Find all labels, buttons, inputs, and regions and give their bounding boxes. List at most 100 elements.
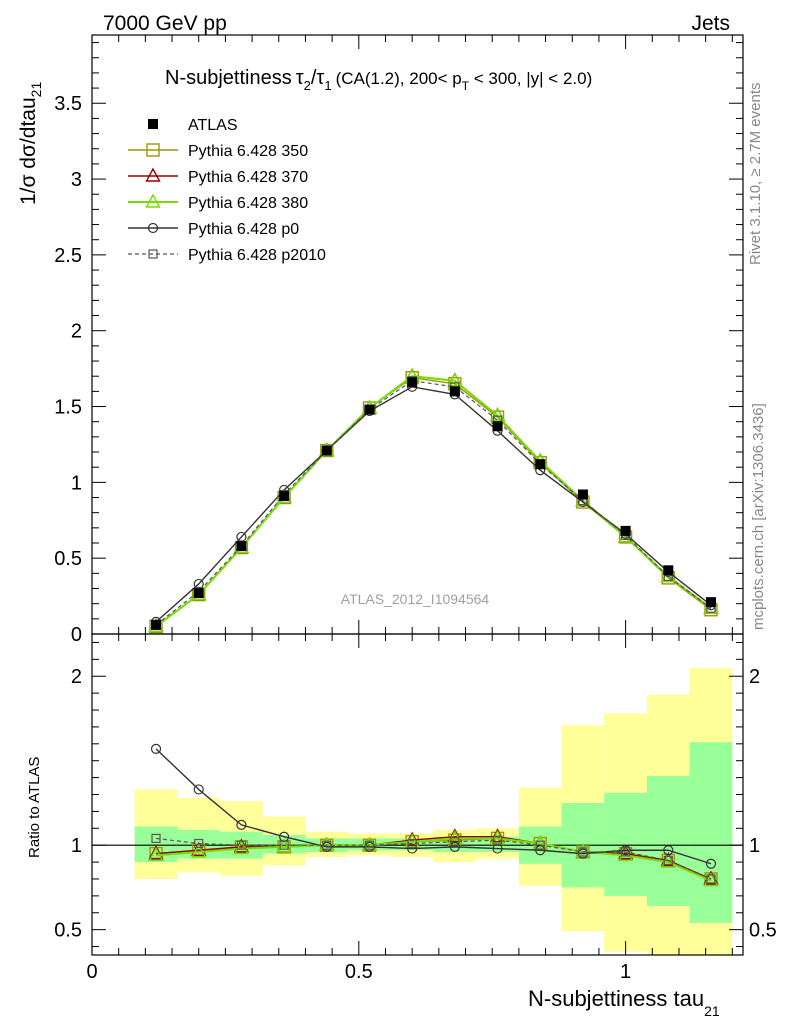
ratio-line-p2010 — [155, 837, 712, 880]
ratio-point-p0 — [236, 819, 247, 831]
legend-marker-p0 — [147, 222, 159, 234]
rivet-label: Rivet 3.1.10, ≥ 2.7M events — [747, 83, 764, 266]
ratio-ytick-label: 2 — [71, 666, 82, 688]
point-atlas — [705, 597, 716, 608]
point-p380 — [703, 599, 719, 614]
ratio-point-p370 — [703, 870, 719, 885]
legend-marker-atlas — [148, 119, 158, 129]
main-ytick-label: 2 — [71, 321, 82, 343]
ratio-point-p2010 — [578, 847, 588, 857]
ratio-point-p2010 — [322, 840, 332, 850]
ratio-line-p0 — [155, 748, 712, 865]
xtick-label: 0.5 — [345, 961, 373, 983]
band-inner-bin — [134, 826, 178, 863]
point-atlas — [535, 459, 546, 470]
ratio-point-p0 — [150, 743, 162, 754]
xtick-label: 0 — [86, 961, 97, 983]
xtick-label: 1 — [620, 961, 631, 983]
ratio-point-p0 — [193, 784, 204, 795]
point-atlas — [449, 386, 460, 397]
ratio-line-p370 — [155, 836, 712, 880]
analysis-watermark: ATLAS_2012_I1094564 — [341, 591, 490, 607]
legend-marker-p370 — [145, 167, 161, 182]
ratio-line-p380 — [155, 837, 712, 882]
ratio-point-p370 — [447, 828, 463, 843]
ratio-point-p0 — [407, 843, 418, 854]
ratio-point-p0 — [663, 845, 674, 856]
legend-label: Pythia 6.428 370 — [188, 169, 308, 186]
legend-label: Pythia 6.428 p2010 — [188, 247, 326, 264]
point-p380 — [447, 372, 463, 387]
ratio-point-p380 — [404, 833, 420, 848]
legend-label: ATLAS — [188, 117, 238, 134]
ratio-point-p2010 — [706, 874, 716, 884]
ratio-point-p380 — [489, 829, 506, 845]
xlabel: N-subjettiness tau21 — [528, 986, 720, 1019]
legend-marker-p380 — [145, 193, 161, 208]
ratio-point-p380 — [660, 853, 676, 868]
point-atlas — [151, 619, 162, 630]
main-ytick-label: 3.5 — [54, 93, 82, 115]
ratio-point-p2010 — [492, 835, 503, 845]
ratio-point-p2010 — [364, 840, 375, 850]
ratio-point-p370 — [148, 845, 164, 860]
mcplots-label: mcplots.cern.ch [arXiv:1306.3436] — [750, 403, 767, 630]
legend-marker-p2010 — [148, 249, 158, 259]
main-ytick-label: 2.5 — [54, 245, 82, 267]
ratio-point-p370 — [191, 841, 207, 856]
ratio-point-p380 — [276, 838, 292, 853]
main-ytick-label: 1 — [71, 472, 82, 494]
legend-label: Pythia 6.428 350 — [188, 143, 308, 160]
plot-title: N-subjettiness τ2/τ1 (CA(1.2), 200< pT < 3… — [165, 67, 592, 93]
point-atlas — [236, 541, 247, 552]
ratio-point-p2010 — [535, 840, 545, 850]
legend-label: Pythia 6.428 p0 — [188, 221, 299, 238]
ratio-point-p2010 — [151, 833, 161, 844]
ratio-ytick-label-right: 0.5 — [749, 920, 777, 942]
ratio-uncertainty-bands — [92, 667, 743, 955]
series-line-p380 — [155, 375, 712, 628]
ratio-point-p370 — [660, 851, 676, 867]
band-inner-bin — [689, 742, 733, 923]
band-inner-bin — [262, 835, 306, 854]
ratio-ytick-label-right: 2 — [749, 666, 760, 688]
ratio-point-p2010 — [450, 837, 460, 847]
point-atlas — [577, 489, 588, 500]
category-label: Jets — [691, 12, 730, 35]
ratio-point-p2010 — [194, 838, 204, 849]
ratio-point-p2010 — [279, 840, 289, 850]
series-line-p2010 — [155, 380, 712, 626]
ratio-point-p370 — [233, 838, 250, 853]
main-ytick-label: 0 — [71, 624, 82, 646]
series-line-p350 — [155, 376, 712, 627]
point-atlas — [620, 525, 631, 536]
ratio-point-p2010 — [236, 840, 247, 850]
ratio-point-p370 — [617, 845, 634, 860]
ratio-ylabel: Ratio to ATLAS — [26, 757, 43, 858]
band-inner-bin — [646, 775, 690, 907]
ratio-point-p380 — [148, 846, 164, 862]
main-ylabel: 1/σ dσ/dtau21 — [17, 82, 44, 205]
main-ytick-label: 0.5 — [54, 548, 82, 570]
ratio-point-p2010 — [663, 855, 673, 865]
point-atlas — [492, 421, 503, 432]
legend: ATLAS Pythia 6.428 350 Pythia 6.428 370 Pyt… — [128, 117, 326, 264]
point-atlas — [279, 491, 290, 502]
point-atlas — [663, 565, 674, 576]
legend-marker-p350 — [146, 143, 160, 157]
ratio-point-p2010 — [621, 847, 631, 857]
point-p380 — [489, 407, 506, 422]
ratio-point-p0 — [449, 841, 460, 852]
ratio-panel-series — [148, 743, 719, 887]
ratio-point-p380 — [233, 840, 250, 855]
ratio-ytick-label: 0.5 — [54, 920, 82, 942]
ratio-point-p380 — [617, 846, 634, 862]
ratio-point-p2010 — [407, 838, 417, 849]
point-atlas — [364, 404, 375, 415]
energy-label: 7000 GeV pp — [103, 12, 227, 35]
ratio-ytick-label-right: 1 — [749, 835, 760, 857]
main-panel-series — [148, 367, 719, 634]
band-inner-bin — [604, 792, 647, 896]
legend-label: Pythia 6.428 380 — [188, 195, 308, 212]
ratio-point-p380 — [191, 843, 207, 858]
